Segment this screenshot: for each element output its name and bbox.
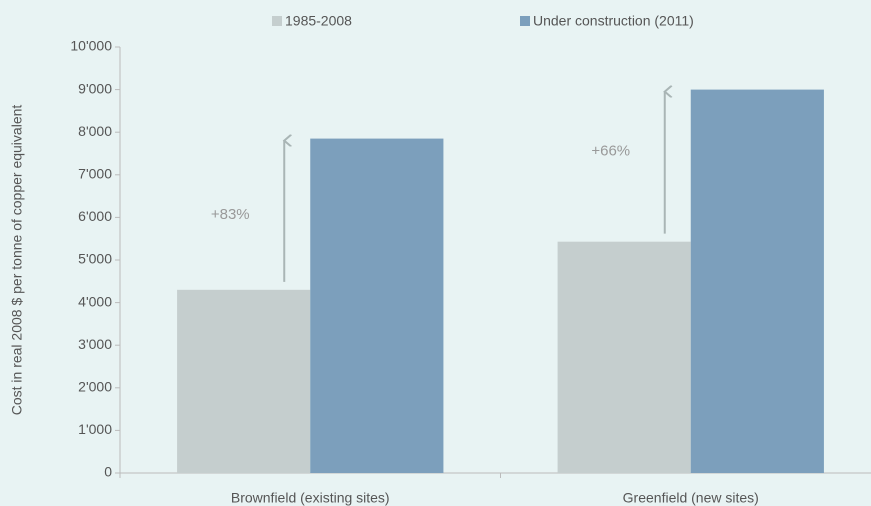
y-tick-label: 10'000: [70, 38, 112, 54]
y-tick-label: 8'000: [78, 123, 112, 139]
legend-label: 1985-2008: [285, 13, 352, 29]
y-tick-label: 6'000: [78, 208, 112, 224]
legend-label: Under construction (2011): [533, 13, 694, 29]
legend-swatch: [520, 16, 530, 26]
annotation: +83%: [211, 206, 250, 223]
y-tick-label: 4'000: [78, 293, 112, 309]
bar: [177, 289, 311, 473]
y-tick-label: 7'000: [78, 166, 112, 182]
y-tick-label: 5'000: [78, 251, 112, 267]
y-tick-label: 0: [104, 464, 112, 480]
y-axis-label: Cost in real 2008 $ per tonne of copper …: [9, 105, 25, 416]
y-tick-label: 3'000: [78, 336, 112, 352]
annotation: +66%: [591, 143, 630, 160]
y-tick-label: 2'000: [78, 379, 112, 395]
x-tick-label: Brownfield (existing sites): [231, 490, 390, 506]
bar: [690, 89, 824, 473]
bar: [310, 138, 444, 473]
x-tick-label: Greenfield (new sites): [623, 490, 759, 506]
y-tick-label: 9'000: [78, 80, 112, 96]
legend-swatch: [272, 16, 282, 26]
bar: [557, 241, 691, 473]
y-tick-label: 1'000: [78, 421, 112, 437]
